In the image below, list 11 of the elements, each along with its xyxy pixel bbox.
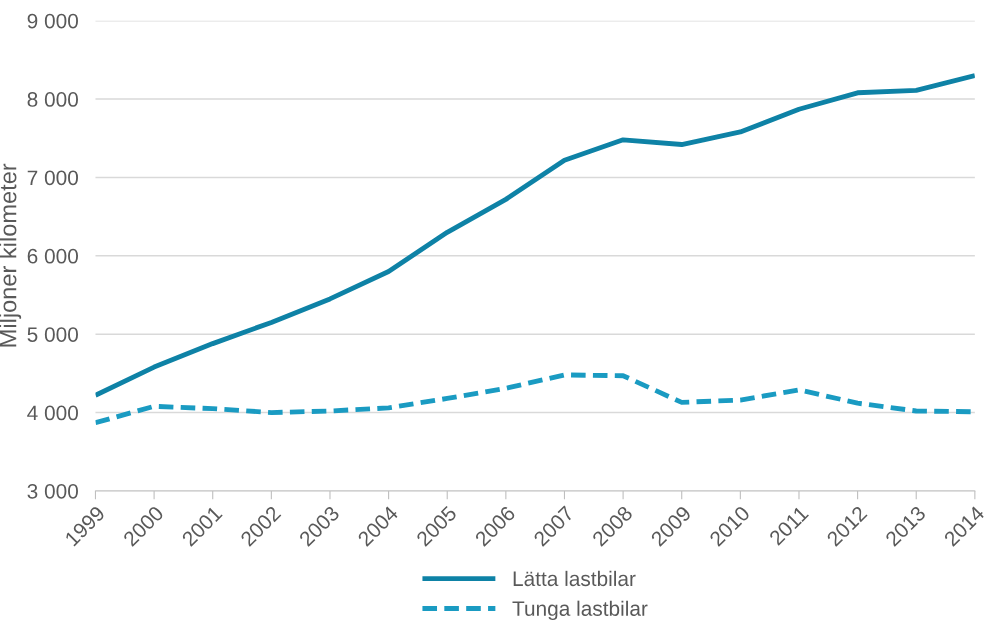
- y-tick-label: 6 000: [27, 248, 78, 264]
- y-tick-label: 9 000: [27, 13, 78, 29]
- line-series: [95, 73, 975, 398]
- legend-label: Tunga lastbilar: [512, 600, 648, 621]
- y-axis-title: Miljoner kilometer: [0, 163, 22, 347]
- y-tick-label: 3 000: [27, 483, 78, 499]
- y-tick-label: 8 000: [27, 92, 78, 107]
- legend-label: Lätta lastbilar: [513, 570, 636, 587]
- y-tick-label: 4 000: [27, 405, 78, 421]
- y-tick-label: 5 000: [27, 327, 78, 342]
- y-tick-label: 7 000: [27, 170, 78, 186]
